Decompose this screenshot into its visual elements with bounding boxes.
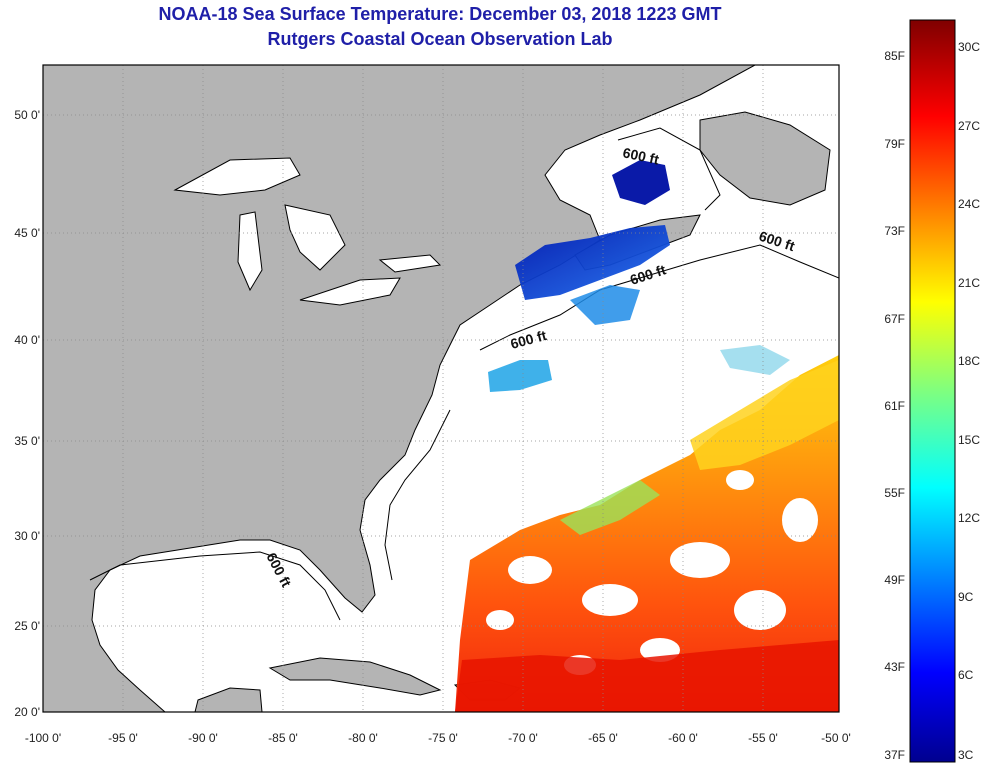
sst-transition [720, 345, 790, 375]
colorbar-f-label: 37F [884, 748, 905, 762]
lat-tick-label: 30 0' [14, 529, 40, 543]
sst-hot-band [455, 640, 839, 712]
lon-tick-label: -80 0' [348, 731, 378, 745]
sst-cold-region [612, 160, 670, 205]
lon-tick-label: -60 0' [668, 731, 698, 745]
sst-cold-region [515, 225, 670, 300]
lon-tick-label: -70 0' [508, 731, 538, 745]
colorbar-c-label: 3C [958, 748, 974, 762]
isobath-contour [479, 244, 839, 351]
colorbar-c-label: 9C [958, 590, 974, 604]
sst-mid-patch [570, 285, 640, 325]
lat-tick-label: 50 0' [14, 108, 40, 122]
land-newfoundland [699, 111, 831, 206]
colorbar-c-label: 12C [958, 511, 980, 525]
lat-tick-label: 35 0' [14, 434, 40, 448]
lon-axis: -100 0' -95 0' -90 0' -85 0' -80 0' -75 … [25, 731, 851, 745]
lat-tick-label: 20 0' [14, 705, 40, 719]
colorbar-f-label: 43F [884, 660, 905, 674]
lat-axis: 50 0' 45 0' 40 0' 35 0' 30 0' 25 0' 20 0… [14, 108, 40, 719]
lon-tick-label: -50 0' [821, 731, 851, 745]
land-yucatan [194, 687, 263, 712]
land-north-america [43, 65, 756, 712]
isobath-contour [384, 409, 451, 581]
lon-tick-label: -55 0' [748, 731, 778, 745]
isobath-contour [89, 551, 341, 621]
lat-tick-label: 25 0' [14, 619, 40, 633]
colorbar-f-label: 49F [884, 573, 905, 587]
colorbar-c-label: 21C [958, 276, 980, 290]
colorbar-c-label: 27C [958, 119, 980, 133]
graticule [43, 65, 839, 712]
colorbar-c-label: 15C [958, 433, 980, 447]
land-cuba [268, 657, 442, 696]
colorbar-f-label: 55F [884, 486, 905, 500]
colorbar-c-labels: 30C 27C 24C 21C 18C 15C 12C 9C 6C 3C [958, 40, 980, 762]
colorbar-f-labels: 85F 79F 73F 67F 61F 55F 49F 43F 37F [884, 49, 905, 762]
colorbar [909, 19, 956, 763]
lon-tick-label: -65 0' [588, 731, 618, 745]
sst-mid-patch [488, 360, 552, 392]
sst-transition [690, 360, 839, 470]
colorbar-c-label: 24C [958, 197, 980, 211]
lon-tick-label: -95 0' [108, 731, 138, 745]
isobath-contour [617, 127, 721, 211]
sst-transition [560, 480, 660, 535]
great-lakes [173, 157, 442, 306]
lon-tick-label: -75 0' [428, 731, 458, 745]
lon-tick-label: -85 0' [268, 731, 298, 745]
contour-label: 600 ft [621, 144, 660, 167]
cloud-gaps [486, 470, 818, 675]
lat-tick-label: 40 0' [14, 333, 40, 347]
colorbar-f-label: 85F [884, 49, 905, 63]
lat-tick-label: 45 0' [14, 226, 40, 240]
map-subtitle: Rutgers Coastal Ocean Observation Lab [267, 29, 613, 49]
map-title: NOAA-18 Sea Surface Temperature: Decembe… [158, 4, 722, 24]
map-border [42, 64, 840, 713]
colorbar-f-label: 67F [884, 312, 905, 326]
lon-tick-label: -90 0' [188, 731, 218, 745]
colorbar-f-label: 73F [884, 224, 905, 238]
colorbar-f-label: 61F [884, 399, 905, 413]
lon-tick-label: -100 0' [25, 731, 61, 745]
colorbar-f-label: 79F [884, 137, 905, 151]
colorbar-c-label: 30C [958, 40, 980, 54]
colorbar-c-label: 18C [958, 354, 980, 368]
colorbar-c-label: 6C [958, 668, 974, 682]
